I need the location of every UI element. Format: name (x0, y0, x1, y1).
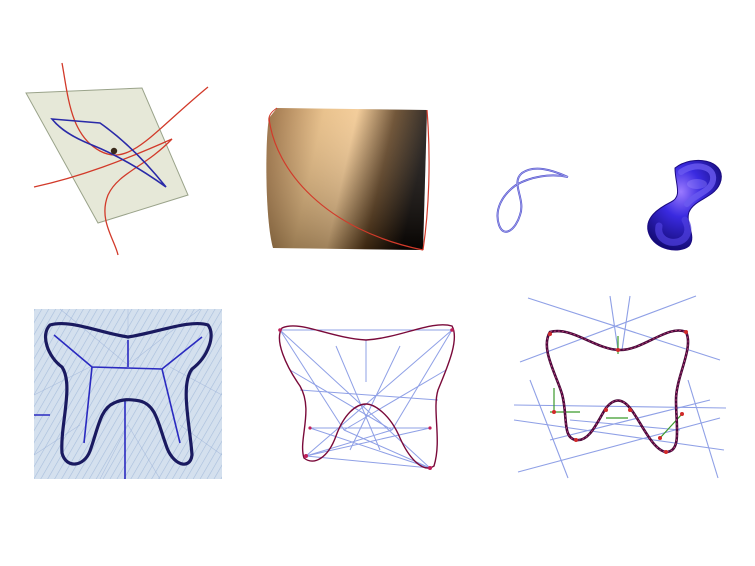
tilted-plane (25, 87, 189, 224)
medial-axis-lines (34, 334, 203, 479)
tangent-lines-figure (510, 290, 730, 485)
closed-curve (278, 324, 456, 469)
red-space-curve-a (61, 62, 209, 156)
tangent-lines (513, 295, 727, 479)
green-segments (550, 336, 683, 439)
surface-edge-curve (268, 109, 430, 251)
red-space-curve-b (33, 138, 173, 256)
shape-outline (44, 321, 213, 466)
contact-points (548, 330, 688, 454)
plane-curve-figure (20, 55, 220, 260)
blue-plane-curve (50, 118, 167, 188)
bitangent-chords-figure (270, 310, 465, 475)
tube-knot-figure (635, 150, 735, 255)
copper-surface-figure (255, 100, 440, 265)
intersection-point (110, 147, 118, 155)
medial-axis-figure (30, 305, 225, 483)
bitangent-chords (279, 329, 453, 469)
tangent-points (278, 328, 454, 470)
wire-knot-figure (490, 155, 580, 245)
